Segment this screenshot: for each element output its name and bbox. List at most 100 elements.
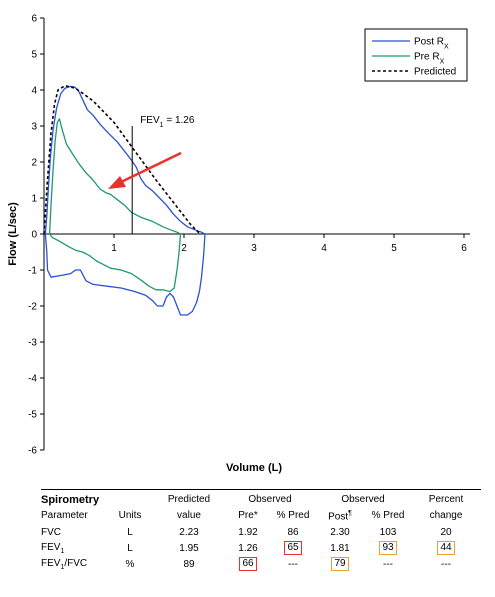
header-pct-pred-2: % Pred xyxy=(371,510,405,521)
cell-predicted: 2.23 xyxy=(179,526,199,538)
y-tick-label: 6 xyxy=(31,14,37,25)
y-tick-label: 4 xyxy=(31,86,37,97)
legend-label: Post RX xyxy=(414,37,449,51)
header-predicted-top: Predicted xyxy=(167,494,211,505)
x-tick-label: 2 xyxy=(181,243,187,254)
y-tick-label: -2 xyxy=(28,302,37,313)
cell-parameter-sub: 1 xyxy=(60,547,65,555)
header-observed-post-top: Observed xyxy=(341,494,385,505)
y-tick-label: -3 xyxy=(28,338,37,349)
legend-label-sub: X xyxy=(440,58,445,65)
header-post: Post¶ xyxy=(315,508,365,524)
cell-parameter-main: FEV xyxy=(41,541,61,553)
cell-post: 2.30 xyxy=(330,526,350,538)
x-axis-title: Volume (L) xyxy=(226,462,282,474)
y-tick-label: 3 xyxy=(31,122,37,133)
table-row: FEV1/FVC% 89 66 --- 79 --- --- xyxy=(41,556,481,572)
legend-label-main: Pre R xyxy=(414,52,440,63)
header-units: Units xyxy=(118,510,142,521)
header-post-mark: ¶ xyxy=(348,510,352,518)
cell-pct2: 103 xyxy=(379,526,397,538)
cell-change: 44 xyxy=(411,540,481,556)
table-top-rule xyxy=(41,489,481,490)
cell-parameter-tail: /FVC xyxy=(64,557,88,569)
series-layer xyxy=(43,84,206,316)
x-tick-label: 1 xyxy=(111,243,117,254)
cell-predicted: 1.95 xyxy=(179,542,199,554)
red-arrow-icon xyxy=(108,151,182,189)
table-title: Spirometry xyxy=(41,494,100,506)
table-row: FEV1 L 1.95 1.26 65 1.81 93 44 xyxy=(41,540,481,556)
cell-parameter-main: FVC xyxy=(41,526,61,538)
y-tick-label: 5 xyxy=(31,50,37,61)
cell-predicted: 89 xyxy=(183,558,195,570)
highlighted-value: 79 xyxy=(331,557,349,571)
y-tick-label: -5 xyxy=(28,410,37,421)
x-tick-label: 6 xyxy=(461,243,467,254)
cell-pre: 1.26 xyxy=(238,542,258,554)
cell-post: 79 xyxy=(315,556,365,572)
table-header-row-2: Parameter Units value Pre* % Pred Post¶ … xyxy=(41,508,481,524)
header-parameter: Parameter xyxy=(41,510,88,521)
cell-pct2: 93 xyxy=(365,540,411,556)
cell-parameter-main: FEV xyxy=(41,557,61,569)
cell-change: --- xyxy=(441,558,452,570)
y-tick-label: 0 xyxy=(31,230,37,241)
legend-label-sub: X xyxy=(444,43,449,50)
highlighted-value: 66 xyxy=(239,557,257,571)
y-tick-label: 2 xyxy=(31,158,37,169)
cell-pre: 66 xyxy=(225,556,271,572)
header-post-text: Post xyxy=(328,511,349,523)
cell-pre: 1.92 xyxy=(238,526,258,538)
header-pre: Pre* xyxy=(238,510,258,521)
y-axis-ticks: 6 5 4 3 2 1 0 -1 -2 -3 -4 -5 -6 xyxy=(28,14,44,457)
cell-parameter: FEV1 xyxy=(41,540,107,556)
header-predicted-bottom: value xyxy=(177,510,201,521)
cell-units: L xyxy=(127,542,133,554)
fev1-annotation: FEV1 = 1.26 xyxy=(140,115,195,129)
cell-parameter: FEV1/FVC xyxy=(41,556,107,572)
header-observed-pre-top: Observed xyxy=(248,494,292,505)
highlighted-value: 44 xyxy=(437,541,455,555)
table-row: FVC L 2.23 1.92 86 2.30 103 20 xyxy=(41,524,481,540)
series-line-pre-rx xyxy=(48,118,182,293)
legend-label: Pre RX xyxy=(414,52,445,66)
series-line-predicted xyxy=(43,84,201,235)
table-body: FVC L 2.23 1.92 86 2.30 103 20 FEV1 L 1.95 1.26 65 1.… xyxy=(41,524,481,572)
fev1-annotation-tail: = 1.26 xyxy=(164,115,195,126)
table-header-row-1: Spirometry Predicted Observed Observed P… xyxy=(41,492,481,508)
y-tick-label: -1 xyxy=(28,266,37,277)
highlighted-value: 93 xyxy=(379,541,397,555)
y-tick-label: -6 xyxy=(28,446,37,457)
fev1-annotation-sub: 1 xyxy=(160,122,164,129)
highlighted-value: 65 xyxy=(284,541,302,555)
cell-parameter: FVC xyxy=(41,524,107,540)
legend-label-main: Post R xyxy=(414,37,444,48)
x-tick-label: 5 xyxy=(391,243,397,254)
cell-pct1: 65 xyxy=(271,540,315,556)
y-axis-title: Flow (L/sec) xyxy=(7,202,19,266)
y-tick-label: 1 xyxy=(31,194,37,205)
cell-pct2: --- xyxy=(383,558,394,570)
chart-axes xyxy=(43,18,470,450)
x-axis-ticks: 1 2 3 4 5 6 xyxy=(43,234,467,254)
x-tick-label: 3 xyxy=(251,243,257,254)
cell-parameter-sub: 1 xyxy=(60,563,65,571)
cell-pct1: --- xyxy=(288,558,298,570)
header-pct-pred-1: % Pred xyxy=(276,510,310,521)
x-tick-label: 4 xyxy=(321,243,327,254)
y-tick-label: -4 xyxy=(28,374,37,385)
spirometry-table-container: Spirometry Predicted Observed Observed P… xyxy=(41,489,481,572)
spirometry-table: Spirometry Predicted Observed Observed P… xyxy=(41,492,481,572)
annotation-layer: FEV1 = 1.26 xyxy=(131,115,195,234)
cell-units: L xyxy=(127,526,133,538)
cell-units: % xyxy=(125,558,135,570)
header-percent-top: Percent xyxy=(428,494,464,505)
legend-box xyxy=(364,28,468,82)
header-percent-bottom: change xyxy=(429,510,463,521)
fev1-annotation-main: FEV xyxy=(140,115,160,126)
cell-pct1: 86 xyxy=(287,526,299,538)
cell-post: 1.81 xyxy=(330,542,350,554)
